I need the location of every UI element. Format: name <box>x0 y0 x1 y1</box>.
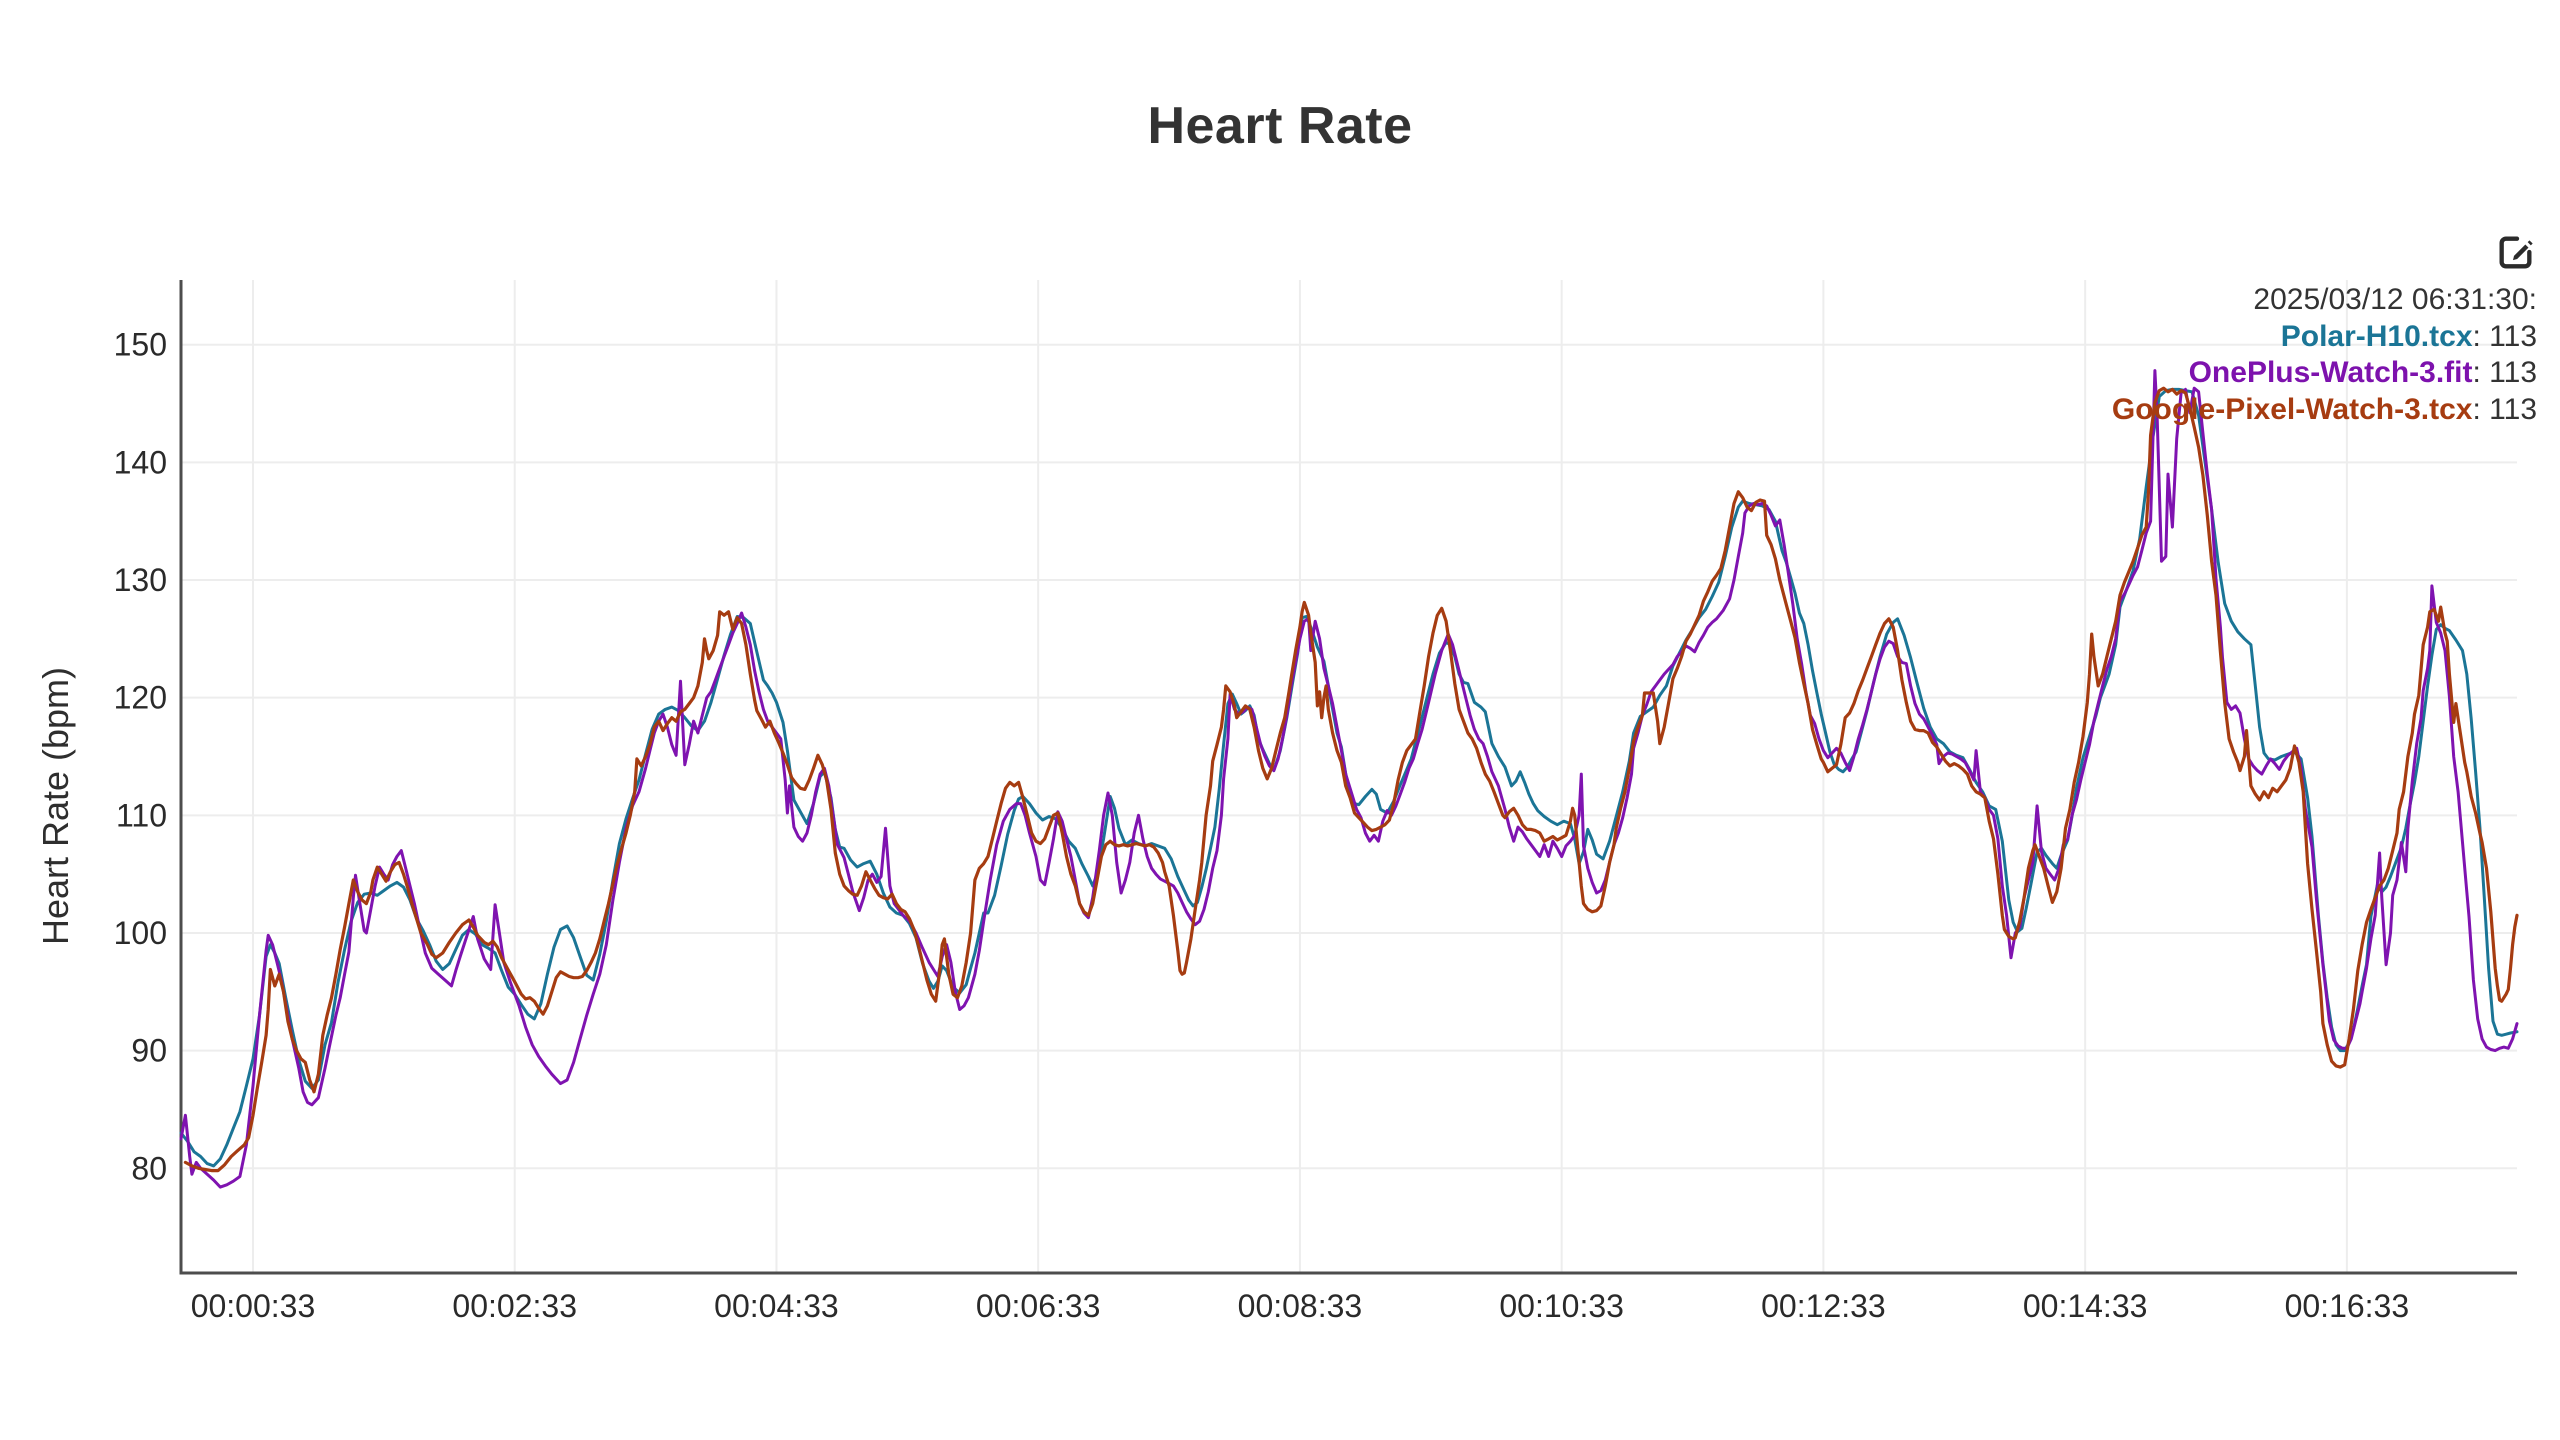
x-tick-label: 00:00:33 <box>191 1288 316 1324</box>
legend-series-value: : 113 <box>2472 392 2538 426</box>
legend-entry: OnePlus-Watch-3.fit: 113 <box>2112 355 2537 392</box>
series-line-oneplus-watch-3-fit <box>179 369 2519 1189</box>
edit-icon-pen <box>2513 244 2529 261</box>
x-tick-label: 00:06:33 <box>976 1288 1101 1324</box>
chart-legend: 2025/03/12 06:31:30: Polar-H10.tcx: 113 O… <box>2112 282 2537 428</box>
legend-series-name: Polar-H10.tcx <box>2280 319 2473 353</box>
edit-icon-square <box>2499 236 2532 269</box>
edit-icon-pen-tip <box>2527 240 2533 246</box>
legend-entry: Polar-H10.tcx: 113 <box>2112 319 2537 356</box>
y-tick-label: 90 <box>131 1033 167 1069</box>
legend-timestamp: 2025/03/12 06:31:30: <box>2253 283 2537 316</box>
x-tick-label: 00:14:33 <box>2023 1288 2148 1324</box>
legend-series-name: OnePlus-Watch-3.fit <box>2188 356 2473 389</box>
y-tick-label: 130 <box>114 562 167 598</box>
x-tick-label: 00:08:33 <box>1238 1288 1363 1324</box>
series-line-google-pixel-watch-3-tcx <box>183 386 2519 1173</box>
legend-series-value: : 113 <box>2472 356 2538 389</box>
y-tick-label: 150 <box>114 327 167 363</box>
x-tick-label: 00:12:33 <box>1761 1288 1886 1324</box>
page-title: Heart Rate <box>1147 97 1413 155</box>
x-tick-label: 00:04:33 <box>714 1288 839 1324</box>
y-tick-label: 100 <box>114 915 167 951</box>
y-tick-label: 110 <box>116 797 167 833</box>
x-tick-label: 00:10:33 <box>1499 1288 1624 1324</box>
x-tick-label: 00:02:33 <box>452 1288 577 1324</box>
y-tick-label: 140 <box>114 444 167 480</box>
y-tick-label: 80 <box>131 1150 167 1186</box>
y-tick-label: 120 <box>114 680 167 716</box>
legend-series-value: : 113 <box>2472 319 2538 353</box>
legend-entry: Google-Pixel-Watch-3.tcx: 113 <box>2112 392 2537 429</box>
edit-icon[interactable] <box>2496 231 2536 271</box>
x-tick-label: 00:16:33 <box>2285 1288 2410 1324</box>
legend-series-name: Google-Pixel-Watch-3.tcx <box>2111 392 2473 426</box>
